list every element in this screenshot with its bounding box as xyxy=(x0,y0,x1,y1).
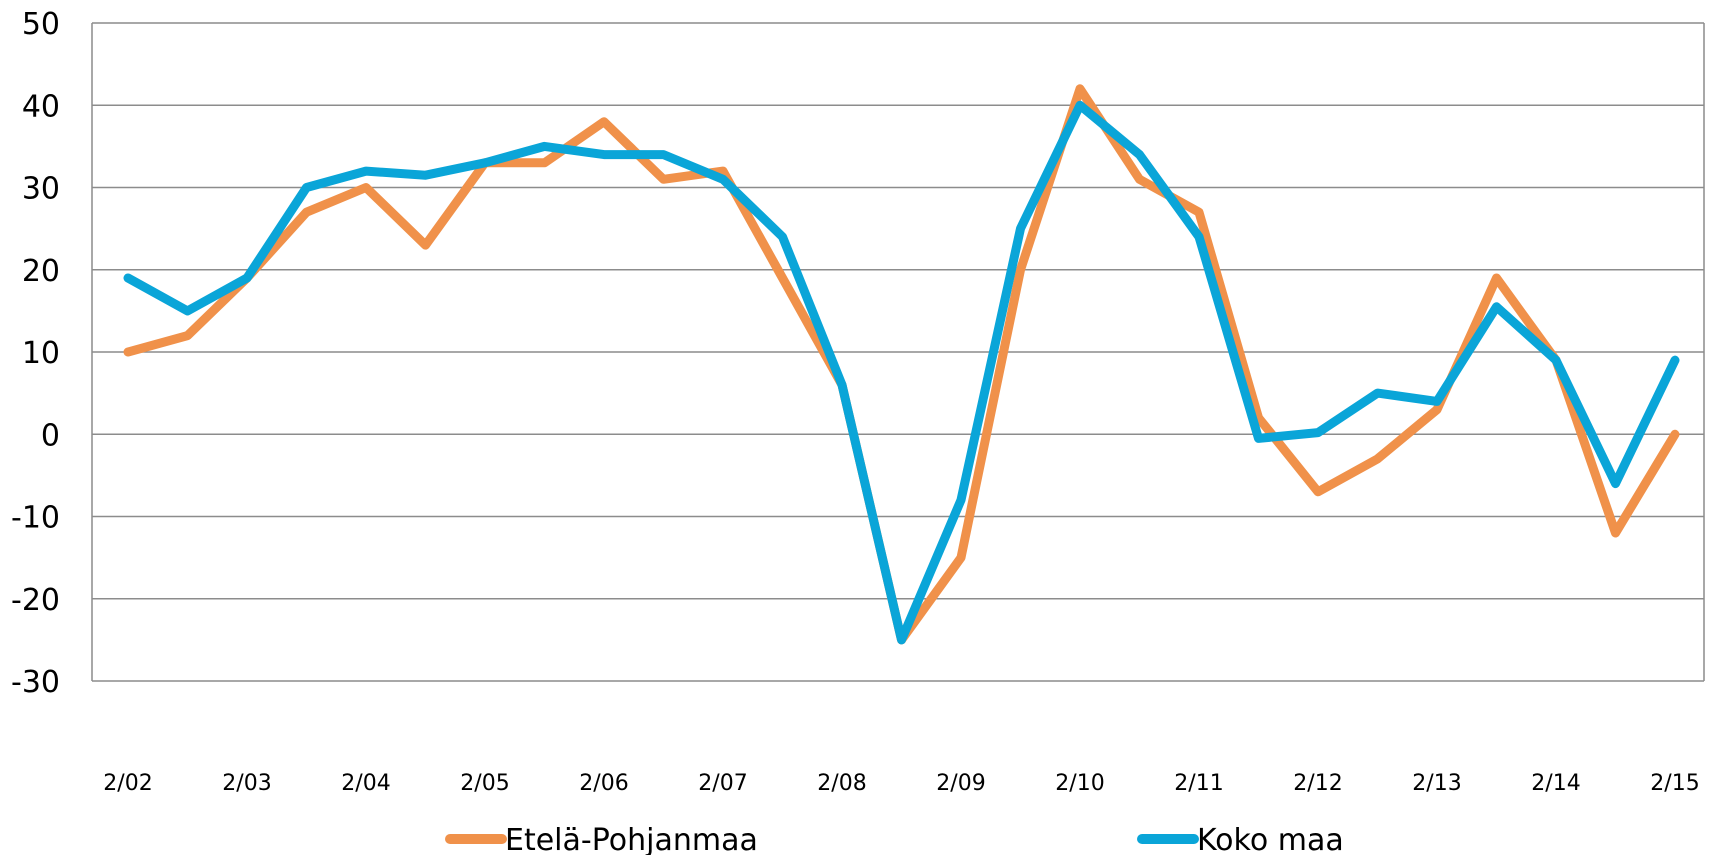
series-line-koko-maa xyxy=(123,100,1680,645)
y-tick-label: 50 xyxy=(22,7,60,42)
x-tick-label: 2/08 xyxy=(817,771,866,796)
y-tick-label: 40 xyxy=(22,89,60,124)
legend: Etelä-Pohjanmaa Koko maa xyxy=(445,823,1344,855)
x-tick-label: 2/14 xyxy=(1531,771,1580,796)
x-tick-label: 2/09 xyxy=(936,771,985,796)
x-tick-label: 2/07 xyxy=(698,771,747,796)
y-axis-ticks: 50 40 30 20 10 0 -10 -20 -30 xyxy=(11,7,60,700)
x-tick-label: 2/04 xyxy=(341,771,390,796)
x-tick-label: 2/02 xyxy=(103,771,152,796)
y-tick-label: 30 xyxy=(22,172,60,207)
x-axis-ticks: 2/02 2/03 2/04 2/05 2/06 2/07 2/08 2/09 2/10 2/11… xyxy=(103,771,1699,796)
x-tick-label: 2/12 xyxy=(1293,771,1342,796)
x-tick-label: 2/10 xyxy=(1055,771,1104,796)
y-tick-label: -20 xyxy=(11,583,60,618)
x-tick-label: 2/06 xyxy=(579,771,628,796)
axes xyxy=(91,23,1705,681)
x-tick-label: 2/13 xyxy=(1412,771,1461,796)
x-tick-label: 2/03 xyxy=(222,771,271,796)
y-tick-label: 0 xyxy=(41,418,60,453)
y-tick-label: -10 xyxy=(11,501,60,536)
x-tick-label: 2/05 xyxy=(460,771,509,796)
y-tick-label: 20 xyxy=(22,254,60,289)
y-tick-label: 10 xyxy=(22,336,60,371)
legend-label: Koko maa xyxy=(1197,823,1344,855)
y-tick-label: -30 xyxy=(11,665,60,700)
x-tick-label: 2/15 xyxy=(1650,771,1699,796)
x-tick-label: 2/11 xyxy=(1174,771,1223,796)
legend-label: Etelä-Pohjanmaa xyxy=(505,823,758,855)
series-group xyxy=(123,84,1680,645)
